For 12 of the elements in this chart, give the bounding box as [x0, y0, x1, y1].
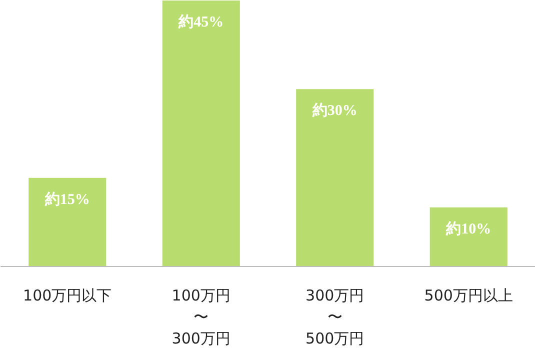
x-tick-label: 300万円〜500万円 — [306, 286, 364, 348]
data-label: 約30% — [311, 102, 358, 120]
bar — [162, 0, 240, 266]
bar — [28, 178, 106, 266]
x-tick-label: 100万円以下 — [23, 286, 112, 304]
data-label: 約10% — [445, 220, 492, 238]
bar — [296, 89, 374, 266]
bar — [430, 207, 508, 266]
data-label: 約45% — [178, 14, 224, 30]
x-tick-label: 500万円以上 — [424, 286, 513, 304]
data-label: 約15% — [44, 190, 90, 208]
x-tick-label: 100万円〜300万円 — [172, 286, 230, 348]
